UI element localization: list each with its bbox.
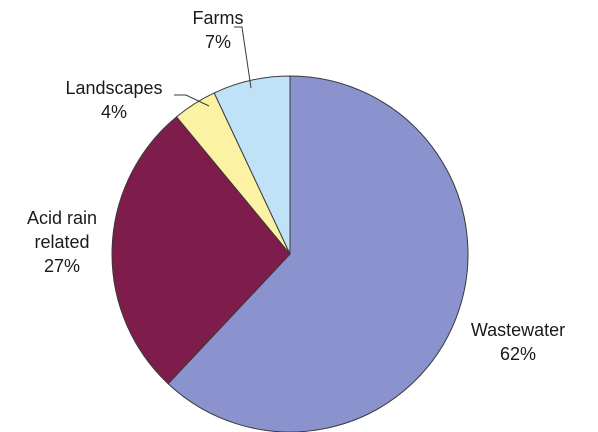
pie-slice-farms <box>213 75 291 255</box>
slice-percent: 62% <box>500 344 536 364</box>
leader-line-landscapes <box>174 94 210 107</box>
leader-line-farms <box>234 26 252 89</box>
slice-labels: Wastewater 62% Acid rain related 27% Landscap… <box>27 8 565 364</box>
slice-percent: 27% <box>44 256 80 276</box>
slice-percent: 4% <box>101 102 127 122</box>
slice-label-farms: Farms 7% <box>193 8 244 52</box>
slice-label-wastewater: Wastewater 62% <box>471 320 565 364</box>
slice-percent: 7% <box>205 32 231 52</box>
pie-slices <box>111 75 469 432</box>
slice-name-line: Landscapes <box>65 78 162 98</box>
slice-name-line: Acid rain <box>27 208 97 228</box>
pie-slice-wastewater <box>167 75 469 432</box>
slice-name-line: related <box>34 232 89 252</box>
slice-name-line: Farms <box>193 8 244 28</box>
slice-name-line: Wastewater <box>471 320 565 340</box>
leader-lines <box>174 26 252 107</box>
slice-label-acid-rain-related: Acid rain related 27% <box>27 208 97 276</box>
slice-label-landscapes: Landscapes 4% <box>65 78 162 122</box>
pie-slice-acid-rain-related <box>111 116 291 385</box>
